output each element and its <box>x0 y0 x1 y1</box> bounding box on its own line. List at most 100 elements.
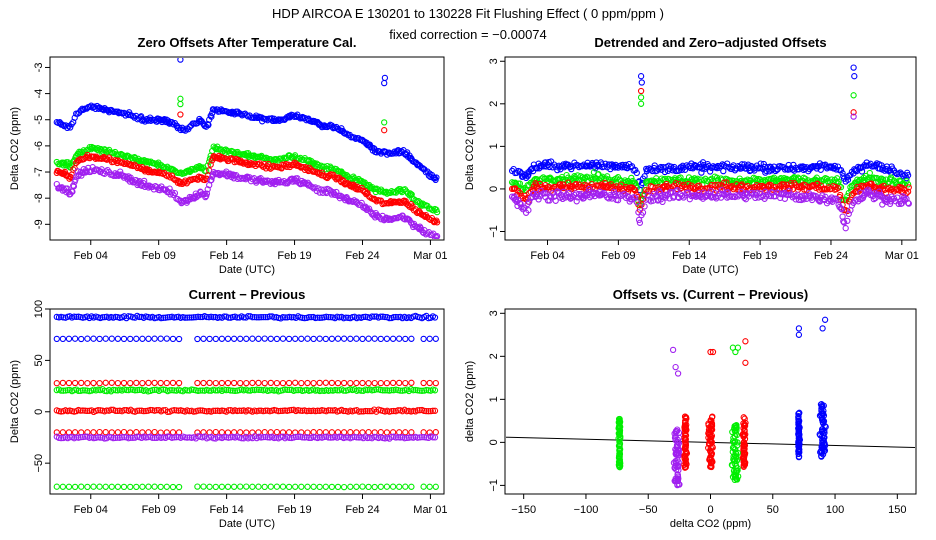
data-point-red <box>244 407 252 414</box>
data-point-red <box>147 406 154 414</box>
data-point-purple <box>905 200 912 207</box>
data-point-red <box>414 407 421 414</box>
data-point-blue <box>122 112 129 119</box>
outlier-point-green <box>177 100 184 108</box>
outlier-point <box>674 370 682 377</box>
data-point-purple <box>70 182 77 189</box>
data-point-red <box>340 407 347 415</box>
data-point-red <box>261 379 268 387</box>
data-point-green <box>825 179 832 187</box>
data-point-purple <box>641 203 648 210</box>
data-point-blue <box>301 314 308 322</box>
data-point-green <box>212 387 219 394</box>
data-point-blue <box>260 313 267 321</box>
data-point-green <box>408 483 415 490</box>
data-point-red <box>630 185 637 193</box>
outlier-point-blue <box>637 73 645 80</box>
data-point-green <box>604 173 611 180</box>
data-point-red <box>765 182 772 189</box>
cluster-point <box>729 448 736 456</box>
outlier-point-red <box>850 109 857 116</box>
data-point-green <box>334 483 342 491</box>
data-point-green <box>200 483 207 490</box>
cluster-point <box>682 458 689 465</box>
data-point-green <box>357 387 365 394</box>
outlier-point <box>709 348 717 356</box>
data-point-green <box>131 387 139 394</box>
data-point-red <box>136 407 143 414</box>
data-point-red <box>334 379 342 387</box>
data-point-green <box>224 483 232 490</box>
outlier-point-blue <box>381 74 389 82</box>
data-point-red <box>355 408 363 415</box>
outlier-point <box>795 325 803 332</box>
y-tick-label: -9 <box>33 219 45 229</box>
data-point-blue <box>64 124 71 132</box>
data-point-blue <box>53 335 60 343</box>
data-point-red <box>394 407 402 414</box>
data-point-green <box>205 387 213 394</box>
data-point-green <box>298 483 305 490</box>
data-point-red <box>515 187 522 195</box>
data-point-red <box>190 408 197 415</box>
cluster-point <box>672 451 680 458</box>
data-point-purple <box>886 200 894 208</box>
cluster-point <box>820 420 827 427</box>
cluster-point <box>707 429 714 436</box>
data-point-red <box>408 429 415 436</box>
data-point-purple <box>184 434 191 441</box>
y-tick-label: 0 <box>33 409 45 415</box>
data-point-red <box>108 379 115 386</box>
data-point-blue <box>131 114 138 121</box>
data-point-red <box>279 429 287 436</box>
data-point-blue <box>59 121 66 128</box>
data-point-green <box>410 387 417 394</box>
data-point-purple <box>264 434 271 441</box>
data-point-blue <box>383 335 391 342</box>
data-point-red <box>880 182 887 190</box>
data-point-green <box>71 483 79 491</box>
data-point-green <box>430 207 437 214</box>
data-point-purple <box>325 434 332 441</box>
y-axis-label: Delta CO2 (ppm) <box>464 107 476 190</box>
data-point-red <box>905 184 912 191</box>
y-axis-label: delta CO2 (ppm) <box>464 361 476 442</box>
plot-frame <box>49 56 445 241</box>
data-point-blue <box>206 335 213 343</box>
data-point-purple <box>653 193 661 200</box>
data-point-blue <box>279 314 287 321</box>
x-axis-label: delta CO2 (ppm) <box>670 518 751 530</box>
data-point-green <box>371 483 378 491</box>
data-point-blue <box>139 335 146 342</box>
data-point-green <box>53 483 60 490</box>
data-point-blue <box>243 335 250 342</box>
y-tick-label: -7 <box>33 167 45 177</box>
outlier-point-green <box>637 94 645 101</box>
cluster-point <box>734 467 741 474</box>
data-point-red <box>288 406 295 414</box>
data-point-blue <box>883 165 890 173</box>
data-point-purple <box>834 197 842 204</box>
data-point-blue <box>546 163 553 171</box>
outlier-point <box>672 363 679 371</box>
data-point-green <box>244 387 252 394</box>
data-point-red <box>764 183 771 190</box>
data-point-blue <box>59 335 67 343</box>
cluster-point <box>796 417 803 425</box>
cluster-point <box>615 461 623 469</box>
cluster-point <box>616 421 623 428</box>
data-point-green <box>316 483 323 491</box>
data-point-red <box>426 379 433 387</box>
cluster-point <box>675 459 682 466</box>
data-point-purple <box>57 434 65 442</box>
data-point-red <box>127 379 134 387</box>
data-point-blue <box>837 166 845 174</box>
x-tick-label: Feb 09 <box>601 250 635 262</box>
data-point-red <box>672 180 679 187</box>
chart-panel-1: Zero Offsets After Temperature Cal. Feb 0… <box>9 35 448 276</box>
data-point-blue <box>188 314 195 321</box>
data-point-red <box>114 429 122 436</box>
data-point-green <box>384 387 391 394</box>
data-point-red <box>90 379 97 387</box>
